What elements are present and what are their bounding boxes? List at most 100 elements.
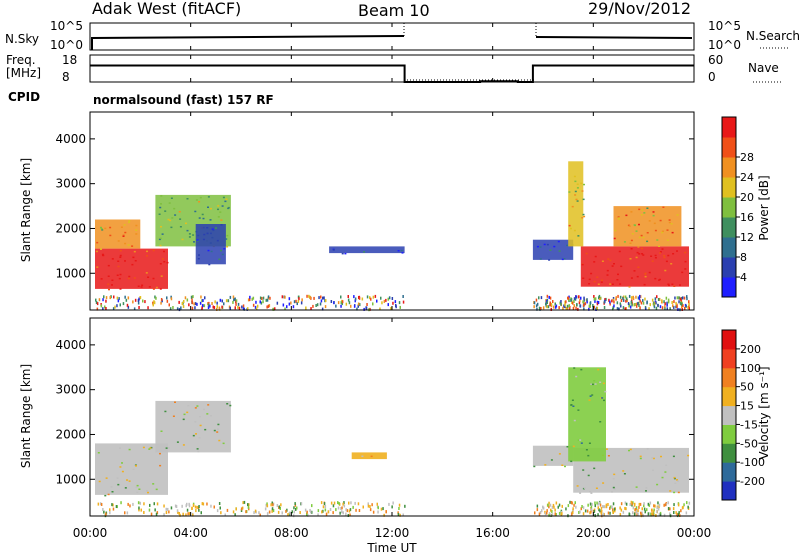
- power-region-3: [195, 224, 226, 265]
- power-ground-scatter: [310, 307, 312, 311]
- power-ground-scatter: [315, 304, 317, 307]
- velocity-speckle: [599, 381, 602, 383]
- power-ground-scatter: [688, 304, 690, 308]
- power-ground-scatter: [194, 306, 196, 310]
- power-speckle: [197, 258, 200, 260]
- power-speckle: [606, 274, 609, 276]
- velocity-ground-scatter: [557, 505, 559, 509]
- velocity-ground-scatter: [362, 505, 364, 509]
- power-speckle: [127, 244, 130, 246]
- velocity-speckle: [665, 464, 668, 466]
- power-speckle: [155, 286, 158, 289]
- velocity-ground-scatter: [377, 506, 379, 510]
- power-ground-scatter: [369, 296, 371, 300]
- velocity-ground-scatter: [97, 502, 100, 506]
- x-tick-label: 16:00: [475, 526, 510, 540]
- velocity-ground-scatter: [663, 513, 666, 517]
- velocity-speckle: [622, 470, 625, 472]
- velocity-ground-scatter: [554, 508, 556, 512]
- power-speckle: [629, 258, 632, 260]
- power-speckle: [666, 229, 669, 231]
- velocity-ground-scatter: [294, 502, 296, 506]
- velocity-speckle: [218, 439, 221, 442]
- power-ground-scatter: [103, 295, 105, 299]
- velocity-ground-scatter: [643, 507, 646, 511]
- velocity-ground-scatter: [653, 508, 655, 512]
- velocity-ground-scatter: [247, 503, 249, 507]
- power-ground-scatter: [546, 301, 548, 304]
- velocity-ground-scatter: [683, 503, 685, 507]
- station-title: Adak West (fitACF): [92, 0, 241, 18]
- power-ground-scatter: [588, 304, 591, 308]
- power-ground-scatter: [295, 299, 297, 303]
- velocity-ground-scatter: [322, 505, 325, 509]
- power-ground-scatter: [680, 302, 682, 306]
- velocity-ground-scatter: [355, 508, 357, 512]
- power-data: [95, 161, 690, 312]
- power-speckle: [194, 210, 197, 213]
- velocity-colorbar-tick-label: 50: [740, 381, 754, 394]
- velocity-speckle: [573, 367, 576, 369]
- power-ground-scatter: [372, 302, 374, 306]
- velocity-ground-scatter: [620, 508, 623, 512]
- velocity-ground-scatter: [553, 505, 555, 509]
- power-speckle: [652, 214, 655, 217]
- power-ground-scatter: [248, 298, 251, 302]
- velocity-ground-scatter: [320, 501, 323, 505]
- power-speckle: [581, 217, 584, 219]
- velocity-speckle: [165, 447, 168, 449]
- power-speckle: [401, 252, 404, 254]
- velocity-speckle: [570, 460, 573, 463]
- velocity-ground-scatter: [607, 511, 610, 515]
- power-speckle: [676, 250, 678, 252]
- power-ground-scatter: [109, 296, 111, 300]
- power-ground-scatter: [114, 305, 116, 309]
- velocity-speckle: [572, 445, 575, 448]
- velocity-speckle: [591, 394, 594, 396]
- power-speckle: [576, 183, 579, 185]
- velocity-ground-scatter: [571, 512, 573, 516]
- power-ground-scatter: [675, 301, 677, 305]
- power-ground-scatter: [538, 296, 540, 300]
- velocity-ground-scatter: [572, 511, 574, 515]
- velocity-speckle: [159, 452, 161, 455]
- power-ground-scatter: [604, 298, 606, 302]
- velocity-ground-scatter: [343, 504, 346, 508]
- power-ground-scatter: [229, 295, 232, 299]
- velocity-ground-scatter: [632, 511, 634, 515]
- power-speckle: [671, 283, 674, 285]
- power-ground-scatter: [381, 301, 383, 305]
- power-speckle: [119, 256, 122, 258]
- velocity-ground-scatter: [293, 506, 295, 510]
- velocity-ground-scatter: [338, 502, 340, 506]
- power-speckle: [594, 255, 597, 258]
- power-ground-scatter: [542, 306, 545, 310]
- power-ground-scatter: [620, 304, 622, 308]
- power-ground-scatter: [211, 302, 213, 305]
- power-ground-scatter: [202, 304, 204, 308]
- velocity-ground-scatter: [367, 502, 369, 506]
- velocity-ground-scatter: [352, 505, 354, 509]
- velocity-speckle: [587, 474, 590, 477]
- power-ground-scatter: [675, 305, 677, 309]
- velocity-ground-scatter: [348, 509, 351, 513]
- power-speckle: [681, 271, 684, 274]
- power-speckle: [676, 214, 679, 216]
- power-ground-scatter: [635, 295, 637, 299]
- power-ground-scatter: [575, 295, 577, 299]
- velocity-ground-scatter: [259, 513, 261, 517]
- velocity-ground-scatter: [210, 504, 212, 508]
- velocity-ground-scatter: [590, 505, 593, 509]
- power-speckle: [630, 277, 633, 279]
- velocity-ground-scatter: [304, 508, 307, 512]
- power-speckle: [672, 253, 675, 255]
- power-ground-scatter: [313, 296, 315, 300]
- velocity-ground-scatter: [206, 502, 208, 506]
- power-speckle: [641, 253, 644, 255]
- velocity-ground-scatter: [612, 511, 614, 514]
- power-ground-scatter: [579, 299, 581, 303]
- velocity-ground-scatter: [624, 501, 627, 505]
- power-ground-scatter: [293, 300, 296, 304]
- power-ground-scatter: [548, 295, 550, 299]
- velocity-ground-scatter: [548, 513, 550, 517]
